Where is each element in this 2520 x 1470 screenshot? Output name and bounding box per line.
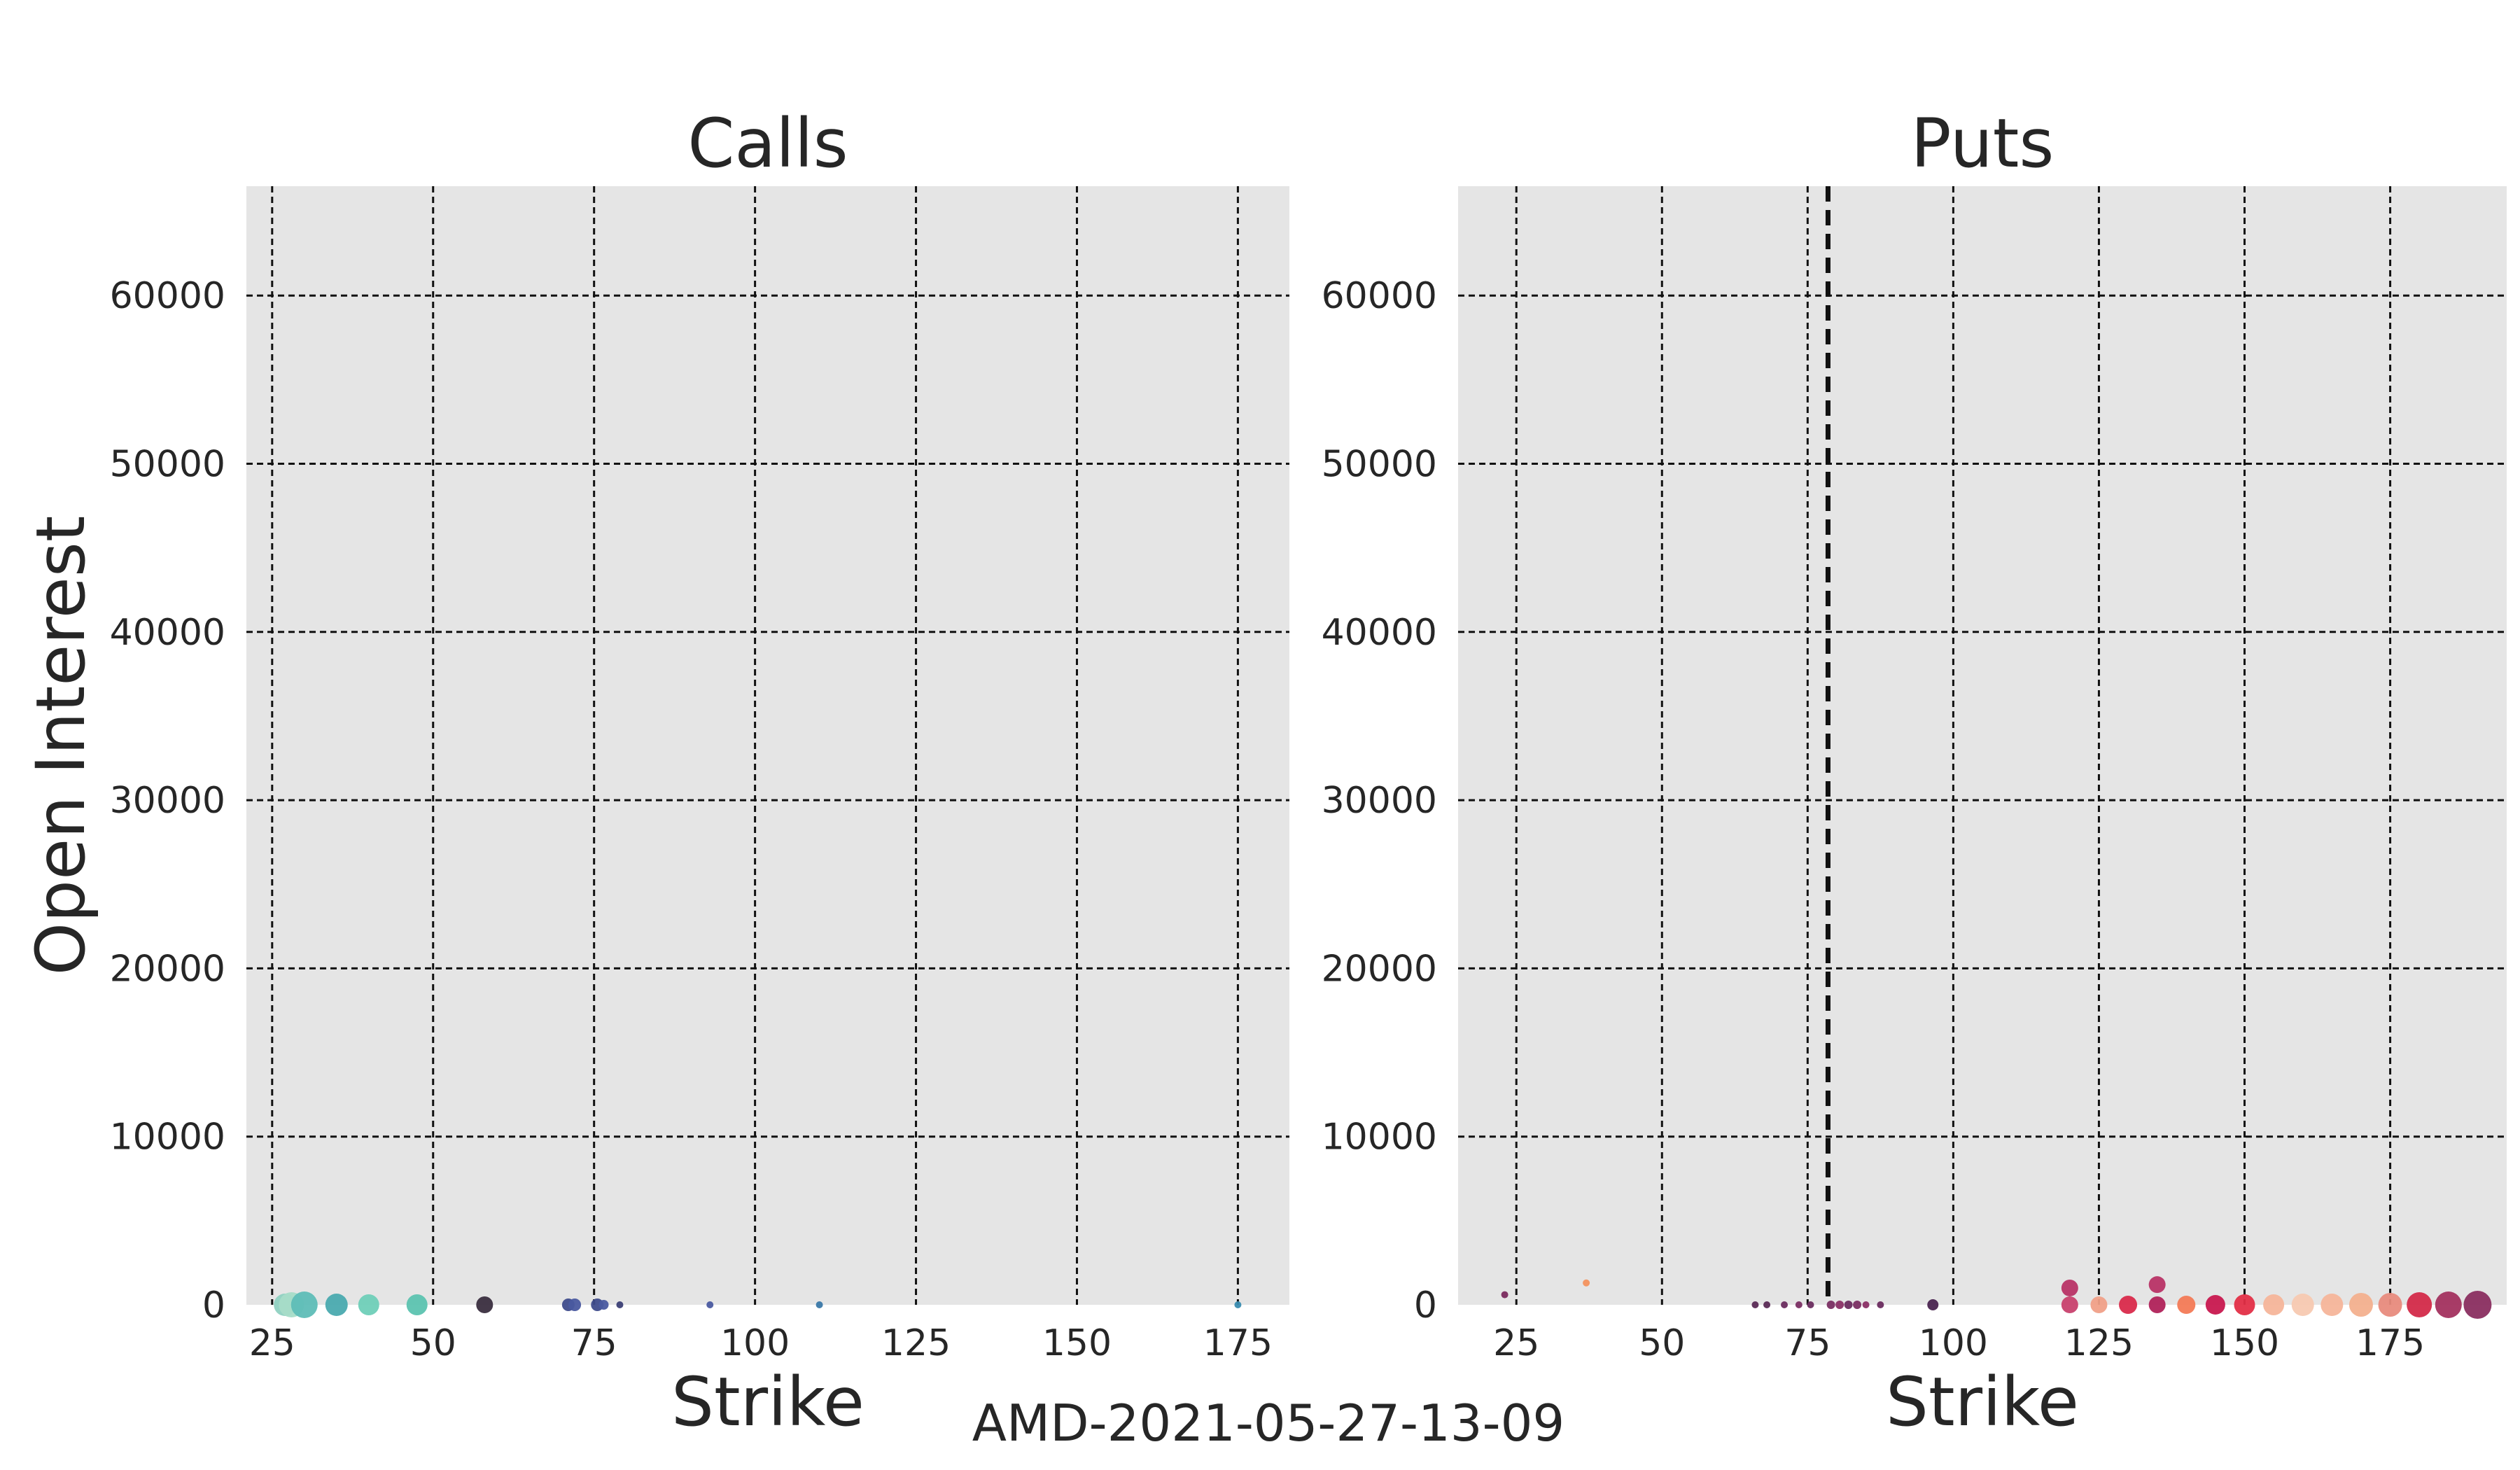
data-point xyxy=(1853,1301,1862,1309)
data-point xyxy=(568,1298,582,1311)
data-point xyxy=(2061,1296,2078,1313)
data-point xyxy=(1795,1301,1802,1308)
x-tick-label: 100 xyxy=(720,1322,790,1364)
data-point xyxy=(1826,1301,1835,1309)
data-point xyxy=(1862,1301,1870,1308)
x-tick-label: 25 xyxy=(1493,1322,1539,1364)
data-point xyxy=(1583,1279,1590,1287)
x-tick-label: 25 xyxy=(249,1322,295,1364)
x-tick-label: 150 xyxy=(2210,1322,2279,1364)
x-axis-label: Strike xyxy=(671,1363,864,1441)
data-point xyxy=(1877,1301,1884,1308)
data-point xyxy=(358,1294,379,1315)
data-point xyxy=(2119,1296,2138,1314)
data-point xyxy=(1927,1299,1939,1310)
data-point xyxy=(325,1294,348,1316)
x-tick-label: 100 xyxy=(1919,1322,1988,1364)
data-point xyxy=(2177,1296,2196,1314)
data-point xyxy=(1763,1301,1771,1308)
x-tick-label: 50 xyxy=(1639,1322,1685,1364)
x-tick-label: 125 xyxy=(881,1322,951,1364)
data-point xyxy=(2378,1293,2402,1317)
data-point xyxy=(406,1294,428,1315)
data-point xyxy=(2348,1293,2373,1317)
x-tick-label: 125 xyxy=(2064,1322,2134,1364)
data-point xyxy=(616,1301,624,1308)
plot-area xyxy=(246,186,1289,1305)
y-tick-label: 40000 xyxy=(1322,612,1437,654)
x-axis-label: Strike xyxy=(1886,1363,2079,1441)
y-tick-label: 10000 xyxy=(1322,1116,1437,1158)
x-tick-label: 150 xyxy=(1042,1322,1112,1364)
y-tick-label: 20000 xyxy=(1322,948,1437,990)
data-point xyxy=(598,1300,609,1310)
data-point xyxy=(1234,1301,1242,1308)
data-point xyxy=(2263,1294,2285,1315)
calls-panel: 25 50 75 100 125 150 175 0 10000 20000 30000 40000 5… xyxy=(22,104,1289,1441)
data-point xyxy=(2407,1292,2432,1317)
data-point xyxy=(2061,1279,2078,1296)
data-point xyxy=(290,1292,318,1318)
y-tick-label: 0 xyxy=(1414,1284,1437,1326)
x-tick-label: 75 xyxy=(571,1322,617,1364)
data-point xyxy=(2205,1295,2225,1315)
data-point xyxy=(1844,1301,1853,1309)
puts-panel: 25 50 75 100 125 150 175 0 10000 20000 30000 40000 5… xyxy=(1322,104,2507,1441)
x-tick-label: 175 xyxy=(2356,1322,2425,1364)
data-point xyxy=(2148,1296,2166,1313)
data-point xyxy=(1501,1291,1508,1298)
y-tick-label: 60000 xyxy=(1322,275,1437,317)
y-tick-label: 60000 xyxy=(110,275,225,317)
y-tick-label: 0 xyxy=(202,1284,225,1326)
y-axis-label: Open Interest xyxy=(22,516,100,976)
y-tick-label: 30000 xyxy=(1322,780,1437,822)
x-tick-label: 175 xyxy=(1203,1322,1273,1364)
data-point xyxy=(2234,1294,2255,1315)
x-tick-label: 75 xyxy=(1784,1322,1830,1364)
y-tick-label: 30000 xyxy=(110,780,225,822)
data-point xyxy=(2291,1294,2314,1316)
data-point xyxy=(1781,1301,1788,1308)
data-point xyxy=(816,1301,823,1308)
y-tick-label: 20000 xyxy=(110,948,225,990)
y-tick-label: 50000 xyxy=(110,443,225,485)
y-tick-label: 40000 xyxy=(110,612,225,654)
y-tick-label: 50000 xyxy=(1322,443,1437,485)
figure-footer-title: AMD-2021-05-27-13-09 xyxy=(972,1394,1564,1452)
data-point xyxy=(476,1296,493,1313)
y-tick-label: 10000 xyxy=(110,1116,225,1158)
data-point xyxy=(2463,1291,2492,1319)
panel-title: Calls xyxy=(687,104,848,183)
data-point xyxy=(2148,1276,2166,1294)
data-point xyxy=(706,1301,714,1308)
x-tick-label: 50 xyxy=(410,1322,456,1364)
data-point xyxy=(2090,1296,2108,1313)
data-point xyxy=(2320,1294,2344,1316)
data-point xyxy=(2435,1292,2462,1318)
data-point xyxy=(1835,1301,1844,1309)
plot-area xyxy=(1458,186,2507,1305)
panel-title: Puts xyxy=(1911,104,2054,183)
data-point xyxy=(1751,1301,1759,1308)
data-point xyxy=(1807,1301,1814,1308)
